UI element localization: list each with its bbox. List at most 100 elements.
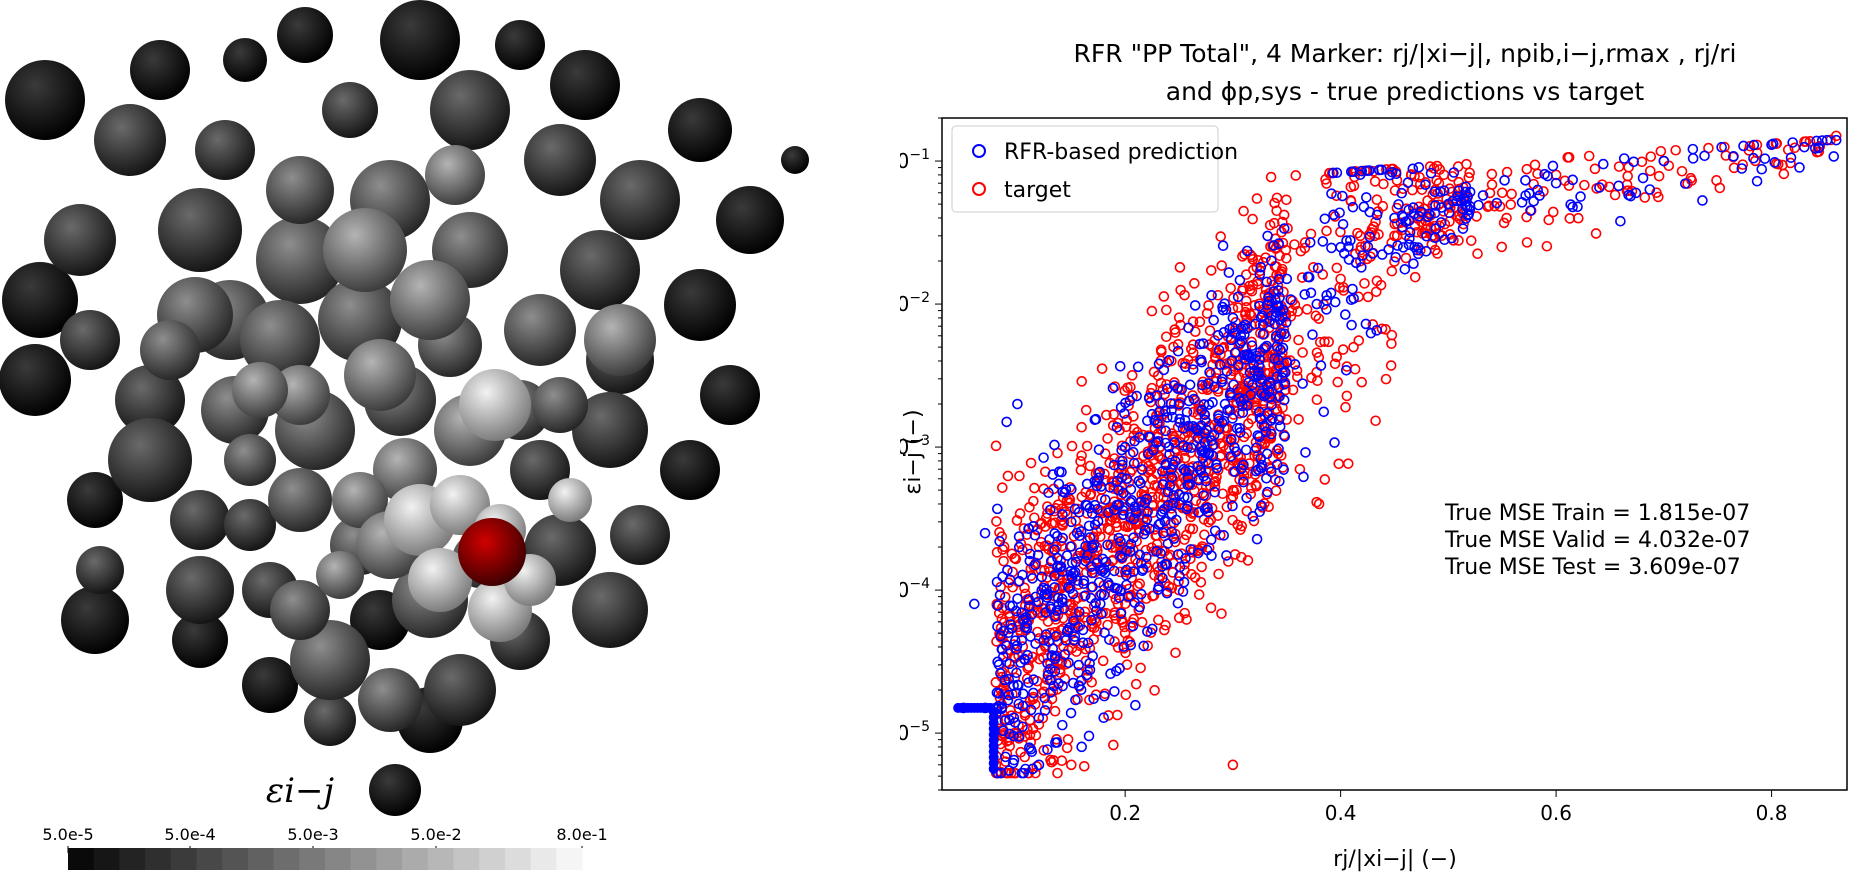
data-point <box>1086 540 1098 551</box>
data-point <box>1085 488 1097 500</box>
packing-sphere <box>172 612 228 668</box>
data-point <box>1335 273 1346 285</box>
data-point <box>1098 712 1110 724</box>
data-point <box>1178 576 1190 588</box>
data-point <box>1073 659 1084 671</box>
data-point <box>1234 274 1246 286</box>
data-point <box>1420 179 1431 191</box>
data-point <box>1244 351 1255 363</box>
data-point <box>1081 440 1093 452</box>
data-point <box>1198 338 1209 349</box>
data-point <box>1278 394 1290 406</box>
data-point <box>1386 237 1398 249</box>
data-point <box>1057 486 1069 498</box>
data-point <box>1086 677 1098 688</box>
packing-sphere <box>304 694 356 746</box>
data-point <box>1756 163 1768 175</box>
data-point <box>1033 712 1045 724</box>
data-point <box>1143 448 1154 460</box>
packing-sphere <box>459 369 531 441</box>
data-point <box>1392 240 1403 251</box>
data-point <box>1622 170 1634 182</box>
chart-subtitle: and ϕp,sys - true predictions vs target <box>1166 77 1645 106</box>
data-point <box>1142 640 1153 652</box>
data-point <box>1655 145 1667 157</box>
packing-sphere <box>270 580 330 640</box>
data-point <box>1239 329 1250 340</box>
data-point <box>1431 175 1442 186</box>
data-point <box>1247 279 1259 291</box>
data-point <box>1292 371 1303 383</box>
data-point <box>1003 627 1014 639</box>
data-point <box>1000 591 1011 603</box>
data-point <box>1278 209 1290 221</box>
data-point <box>1078 575 1090 586</box>
data-point <box>1080 643 1091 655</box>
data-point <box>1438 185 1450 196</box>
data-point <box>1594 182 1605 193</box>
data-point <box>1170 327 1181 338</box>
data-point <box>1628 156 1640 168</box>
data-point <box>1209 525 1221 537</box>
colorbar-tick-label: 8.0e-1 <box>556 825 607 844</box>
data-point <box>1260 426 1272 437</box>
data-point <box>1232 291 1244 303</box>
data-point <box>1111 665 1122 677</box>
data-point <box>1317 236 1329 247</box>
data-point <box>1477 190 1489 201</box>
x-tick-label: 0.2 <box>1109 801 1141 825</box>
data-point <box>1520 175 1531 186</box>
data-point <box>1207 439 1219 451</box>
packing-sphere <box>700 365 760 425</box>
data-point <box>1200 501 1212 512</box>
data-point <box>1680 178 1691 189</box>
data-point <box>1093 444 1105 455</box>
data-point <box>1062 624 1073 636</box>
colorbar-step <box>427 848 454 870</box>
data-point <box>1711 175 1722 186</box>
data-point <box>1676 165 1688 177</box>
data-point <box>1272 301 1284 312</box>
data-point <box>1039 705 1051 716</box>
data-point <box>1209 481 1221 492</box>
data-point <box>1337 190 1348 202</box>
packing-sphere <box>240 300 320 380</box>
data-point <box>1057 509 1068 520</box>
data-point <box>1185 442 1197 454</box>
colorbar-step <box>402 848 429 870</box>
data-point <box>1044 534 1055 545</box>
packing-sphere <box>224 434 276 486</box>
data-point <box>1032 549 1044 561</box>
data-point <box>1443 198 1454 210</box>
data-point <box>1197 383 1208 395</box>
data-point <box>1458 218 1469 230</box>
data-point <box>1268 286 1280 297</box>
data-point <box>1141 513 1153 525</box>
data-point <box>1326 242 1337 254</box>
data-point <box>1279 328 1290 340</box>
data-point <box>1377 200 1389 212</box>
data-point <box>1095 608 1107 620</box>
data-point <box>1140 551 1152 563</box>
data-point <box>1080 404 1092 416</box>
data-point <box>1163 581 1175 592</box>
data-point <box>1453 235 1464 246</box>
data-point <box>1024 742 1035 753</box>
data-point <box>1174 436 1186 448</box>
data-point <box>1174 570 1185 582</box>
data-point <box>1130 699 1141 711</box>
data-point <box>1251 350 1262 362</box>
data-point <box>1138 450 1149 462</box>
packing-sphere <box>369 764 421 816</box>
data-point <box>1687 143 1699 155</box>
data-point <box>1413 161 1425 173</box>
data-point <box>1362 291 1374 303</box>
data-point <box>969 598 980 610</box>
data-point <box>1261 472 1272 484</box>
data-point <box>1069 631 1081 642</box>
data-point <box>1061 742 1073 754</box>
data-point <box>1174 417 1186 428</box>
y-tick-label: 10−4 <box>900 576 930 602</box>
data-point <box>1521 163 1533 175</box>
data-point <box>1240 306 1251 318</box>
